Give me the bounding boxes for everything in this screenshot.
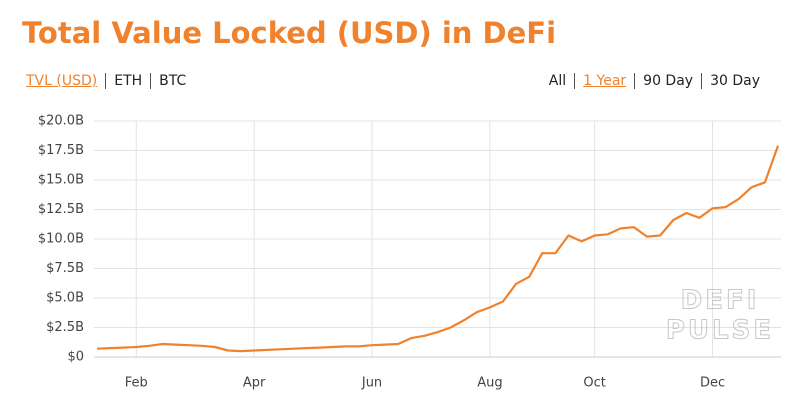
y-tick-label: $20.0B	[38, 114, 84, 129]
x-tick-label: Apr	[243, 376, 266, 391]
tab[interactable]: 1 Year	[574, 73, 634, 89]
x-tick-label: Oct	[583, 376, 605, 391]
y-tick-label: $7.5B	[46, 261, 84, 276]
x-tick-label: Aug	[477, 376, 502, 391]
tab[interactable]: TVL (USD)	[26, 73, 98, 89]
y-tick-label: $0	[67, 350, 84, 365]
chart-title: Total Value Locked (USD) in DeFi	[22, 16, 557, 50]
tab[interactable]: 90 Day	[634, 73, 701, 89]
x-tick-label: Dec	[700, 376, 725, 391]
y-tick-label: $17.5B	[38, 143, 84, 158]
y-tick-label: $12.5B	[38, 202, 84, 217]
x-tick-label: Feb	[125, 376, 148, 391]
tab[interactable]: 30 Day	[701, 73, 760, 89]
watermark: PULSE	[666, 316, 774, 346]
tab[interactable]: All	[548, 73, 567, 89]
tab[interactable]: ETH	[105, 73, 150, 89]
y-tick-label: $5.0B	[46, 291, 84, 306]
y-tick-label: $2.5B	[46, 320, 84, 335]
watermark: DEFI	[681, 286, 760, 316]
metric-tabs: TVL (USD) ETH BTC	[26, 73, 186, 89]
y-tick-label: $15.0B	[38, 173, 84, 188]
x-tick-label: Jun	[361, 376, 382, 391]
line	[96, 145, 780, 353]
tab[interactable]: BTC	[150, 73, 186, 89]
y-tick-label: $10.0B	[38, 232, 84, 247]
range-tabs: All 1 Year 90 Day 30 Day	[549, 73, 760, 89]
